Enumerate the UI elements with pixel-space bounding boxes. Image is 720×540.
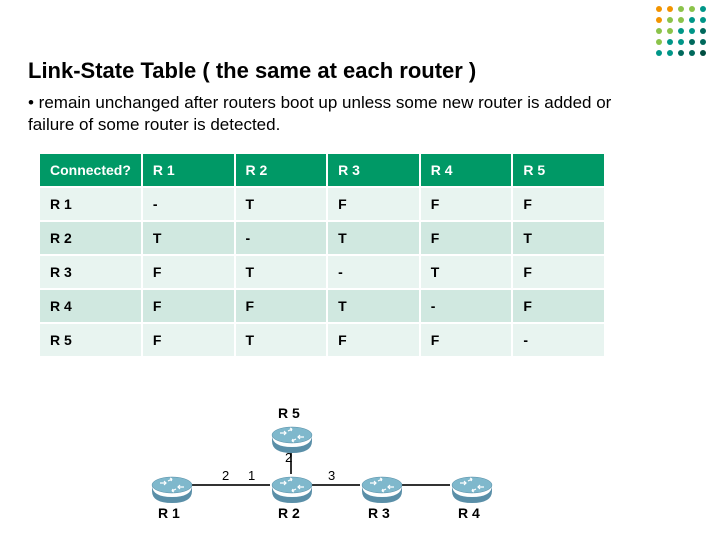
link-line: [402, 484, 450, 486]
table-cell: T: [142, 221, 235, 255]
table-cell: R 5: [39, 323, 142, 357]
table-cell: R 4: [39, 289, 142, 323]
dot: [700, 17, 706, 23]
corner-dots: [656, 6, 708, 58]
dot: [689, 28, 695, 34]
dot: [689, 39, 695, 45]
dot: [678, 28, 684, 34]
edge-label: 3: [328, 468, 335, 483]
bullet-text: • remain unchanged after routers boot up…: [28, 92, 640, 136]
table-cell: F: [420, 187, 513, 221]
table-cell: T: [327, 289, 420, 323]
col-header: R 5: [512, 153, 605, 187]
dot: [678, 17, 684, 23]
dot: [678, 6, 684, 12]
dot: [700, 50, 706, 56]
edge-label: 2: [222, 468, 229, 483]
table-row: R 2T-TFT: [39, 221, 605, 255]
table-cell: F: [142, 323, 235, 357]
table-cell: -: [142, 187, 235, 221]
dot: [656, 28, 662, 34]
col-header: R 1: [142, 153, 235, 187]
table-cell: F: [142, 255, 235, 289]
router-icon: [150, 473, 194, 508]
dot: [700, 39, 706, 45]
router-label: R 1: [158, 505, 180, 521]
dot: [689, 50, 695, 56]
table-cell: -: [235, 221, 328, 255]
table-cell: T: [235, 323, 328, 357]
col-header: Connected?: [39, 153, 142, 187]
dot: [656, 39, 662, 45]
table-cell: R 2: [39, 221, 142, 255]
table-cell: F: [512, 255, 605, 289]
table-cell: F: [420, 323, 513, 357]
table-cell: T: [327, 221, 420, 255]
table-cell: -: [512, 323, 605, 357]
link-state-table: Connected?R 1R 2R 3R 4R 5 R 1-TFFFR 2T-T…: [38, 152, 606, 358]
table-cell: -: [327, 255, 420, 289]
dot: [689, 17, 695, 23]
dot: [667, 6, 673, 12]
dot: [700, 6, 706, 12]
router-label: R 2: [278, 505, 300, 521]
dot: [656, 50, 662, 56]
router-icon: [270, 423, 314, 458]
dot: [700, 28, 706, 34]
table-row: R 1-TFFF: [39, 187, 605, 221]
table-cell: F: [420, 221, 513, 255]
table-cell: T: [512, 221, 605, 255]
table-cell: T: [235, 255, 328, 289]
table-row: R 3FT-TF: [39, 255, 605, 289]
table-cell: F: [327, 187, 420, 221]
dot: [667, 39, 673, 45]
table-cell: F: [327, 323, 420, 357]
router-icon: [450, 473, 494, 508]
dot: [667, 28, 673, 34]
router-icon: [360, 473, 404, 508]
router-label: R 5: [278, 405, 300, 421]
dot: [678, 39, 684, 45]
dot: [667, 17, 673, 23]
router-icon: [270, 473, 314, 508]
dot: [667, 50, 673, 56]
table-cell: T: [420, 255, 513, 289]
dot: [689, 6, 695, 12]
dot: [656, 17, 662, 23]
edge-label: 1: [248, 468, 255, 483]
table-header-row: Connected?R 1R 2R 3R 4R 5: [39, 153, 605, 187]
table-body: R 1-TFFFR 2T-TFTR 3FT-TFR 4FFT-FR 5FTFF-: [39, 187, 605, 357]
table-row: R 5FTFF-: [39, 323, 605, 357]
router-label: R 3: [368, 505, 390, 521]
col-header: R 4: [420, 153, 513, 187]
router-label: R 4: [458, 505, 480, 521]
table-cell: F: [512, 187, 605, 221]
table-cell: F: [512, 289, 605, 323]
network-diagram: 2132R 1R 2R 3R 4R 5: [130, 418, 570, 528]
dot: [678, 50, 684, 56]
table-row: R 4FFT-F: [39, 289, 605, 323]
link-line: [192, 484, 270, 486]
table-cell: T: [235, 187, 328, 221]
link-line: [312, 484, 360, 486]
table-cell: F: [235, 289, 328, 323]
table-cell: R 1: [39, 187, 142, 221]
dot: [656, 6, 662, 12]
table-cell: F: [142, 289, 235, 323]
table-cell: -: [420, 289, 513, 323]
page-title: Link-State Table ( the same at each rout…: [28, 58, 476, 84]
col-header: R 3: [327, 153, 420, 187]
table-cell: R 3: [39, 255, 142, 289]
col-header: R 2: [235, 153, 328, 187]
